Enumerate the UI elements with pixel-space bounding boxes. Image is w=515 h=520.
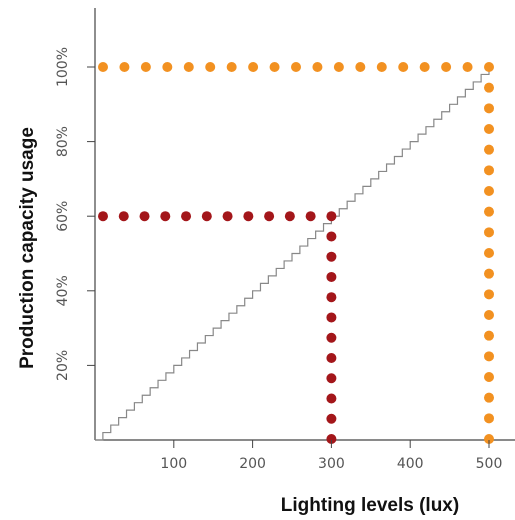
guide-dot (484, 372, 494, 382)
guide-dot (326, 393, 337, 404)
x-axis-title: Lighting levels (lux) (281, 495, 459, 516)
guide-dot (484, 310, 494, 320)
guide-dot (484, 82, 494, 93)
guide-dot (484, 124, 494, 134)
guide-dot (98, 62, 108, 72)
guide-dot (183, 62, 194, 72)
guide-dot (484, 268, 494, 279)
guide-dot (264, 211, 275, 222)
guide-dot (326, 231, 337, 242)
guide-dot (484, 206, 494, 217)
y-tick-label: 100% (55, 47, 71, 87)
guide-dot (462, 62, 473, 72)
guide-dot (326, 373, 337, 384)
guide-dot (326, 434, 337, 444)
guide-dot (484, 62, 494, 72)
guide-dot (484, 227, 494, 238)
guide-dot (484, 413, 494, 424)
guide-dot (419, 62, 430, 72)
guide-dot (355, 62, 366, 72)
guide-dot (441, 62, 452, 72)
y-tick-label: 60% (55, 201, 71, 232)
guide-dot (484, 186, 494, 196)
guide-dot (140, 62, 151, 72)
guide-dot (326, 413, 337, 424)
guide-dot (326, 292, 337, 303)
x-tick-label: 300 (318, 456, 345, 472)
staircase-line (95, 67, 490, 441)
guide-dot (201, 211, 212, 222)
guide-dot (484, 351, 494, 362)
guide-dot (326, 271, 337, 282)
staircase-series (95, 67, 490, 441)
guide-dot (484, 434, 494, 444)
y-tick-label: 40% (55, 275, 71, 306)
axes (94, 8, 515, 441)
guide-dot (284, 211, 295, 222)
guide-series (98, 62, 494, 444)
guide-dot (162, 62, 173, 72)
guide-dot (243, 211, 254, 222)
guide-dot (326, 251, 337, 262)
guide-dot (98, 211, 108, 222)
guide-dot (484, 330, 494, 341)
guide-dot (226, 62, 237, 72)
y-axis-title: Production capacity usage (17, 127, 38, 369)
guide-dot (326, 332, 337, 343)
guide-dot (484, 144, 494, 155)
y-tick-label: 20% (55, 350, 71, 381)
x-tick-label: 200 (239, 456, 266, 472)
guide-dot (326, 352, 337, 363)
guide-dot (312, 62, 323, 72)
guide-dot (205, 62, 216, 72)
guide-dot (484, 165, 494, 176)
guide-dot (269, 62, 280, 72)
guide-dot (484, 392, 494, 403)
guide-dot (139, 211, 150, 222)
guide-dot (484, 248, 494, 258)
guide-dot (118, 211, 129, 222)
guide-dot (398, 62, 409, 72)
guide-dot (326, 211, 337, 222)
x-tick-label: 400 (397, 456, 424, 472)
guide-dot (484, 289, 494, 300)
guide-dot (248, 62, 259, 72)
guide-dot (181, 211, 192, 222)
guide-dot (291, 62, 301, 72)
guide-dot (484, 103, 494, 114)
guide-dot (376, 62, 387, 72)
guide-dot (305, 211, 316, 222)
x-tick-label: 500 (476, 456, 503, 472)
y-tick-label: 80% (55, 126, 71, 157)
guide-dot (160, 211, 171, 222)
ticks: 100 200 300 400 500 20% 40% 60% 80% 100% (55, 47, 502, 472)
guide-dot (333, 62, 344, 72)
guide-dot (119, 62, 130, 72)
guide-dot (326, 312, 337, 323)
x-tick-label: 100 (160, 456, 187, 472)
guide-dot (222, 211, 233, 222)
